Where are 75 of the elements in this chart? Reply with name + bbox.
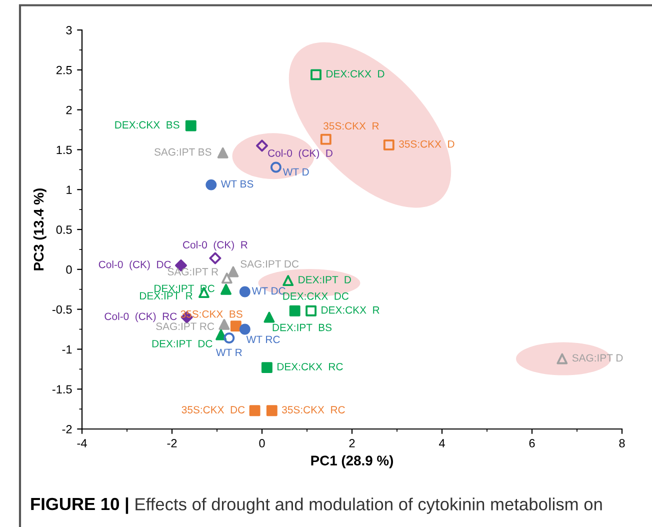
point (217, 147, 228, 158)
series-label: 35S:CKX D (399, 140, 454, 148)
series-label: 35S:CKX R (324, 122, 379, 130)
point (239, 286, 250, 298)
series-label: DEX:CKX RC (278, 362, 343, 370)
point (383, 139, 394, 150)
y-tick-label: -1 (62, 345, 72, 354)
series-label: WT RC (246, 336, 280, 344)
series-label: SAG:IPT BS (154, 148, 212, 156)
y-tick-label: 0 (66, 265, 72, 274)
series-label: DEX:IPT R (140, 292, 192, 300)
series-label: SAG:IPT D (572, 354, 623, 362)
x-tick-label: -2 (167, 439, 177, 448)
y-tick-label: 0.5 (56, 226, 72, 234)
series-label: 35S:CKX DC (182, 406, 245, 414)
x-tick-label: 0 (259, 439, 265, 448)
y-tick-label: -1.5 (52, 385, 72, 394)
series-label: WT BS (220, 180, 254, 188)
y-tick-label: 3 (66, 26, 72, 34)
point (221, 272, 232, 284)
series-label: DEX:CKX R (322, 306, 380, 314)
x-tick-label: -4 (77, 439, 87, 448)
point (306, 305, 317, 316)
series-label: Col-0 (CK) D (268, 149, 332, 159)
point (216, 329, 227, 340)
series-label: SAG:IPT DC (240, 260, 299, 268)
x-tick-label: 6 (529, 439, 535, 448)
point (261, 362, 272, 374)
point (270, 162, 282, 173)
point (266, 405, 278, 416)
x-axis-title: PC1 (28.9 %) (311, 455, 393, 468)
point (310, 69, 322, 80)
point (206, 179, 217, 190)
point (320, 134, 332, 145)
x-tick-label: 4 (438, 439, 445, 448)
point (282, 275, 294, 286)
y-tick-label: -0.5 (52, 305, 72, 314)
point (230, 320, 242, 332)
series-label: DEX:CKX BS (115, 121, 180, 129)
point (264, 312, 275, 323)
point (256, 140, 268, 152)
series-label: SAG:IPT R (168, 268, 218, 276)
point (556, 353, 568, 364)
series-label: 35S:CKX RC (282, 406, 345, 414)
y-axis-title: PC3 (13.4 %) (33, 188, 46, 270)
point (224, 332, 235, 344)
series-label: DEX:IPT DC (152, 340, 212, 348)
series-label: DEX:IPT BS (272, 324, 332, 332)
series-label: Col-0 (CK) RC (104, 312, 177, 322)
point (218, 318, 230, 330)
series-label: DEX:IPT D (298, 276, 351, 284)
y-tick-label: -2 (62, 425, 72, 434)
series-label: SAG:IPT RC (156, 322, 214, 330)
y-tick-label: 1 (66, 186, 72, 194)
point (209, 252, 222, 264)
series-label: DEX:CKX D (326, 70, 384, 78)
point (239, 324, 250, 335)
series-label: WT DC (252, 287, 286, 295)
point (249, 405, 260, 416)
series-label: DEX:CKX DC (283, 292, 349, 300)
x-tick-label: 8 (619, 439, 625, 448)
y-tick-label: 1.5 (56, 146, 72, 154)
point (185, 120, 196, 132)
series-label: WT D (282, 168, 309, 176)
point (220, 284, 232, 295)
caption: FIGURE 10 | (31, 497, 128, 514)
y-tick-label: 2 (66, 106, 72, 114)
series-label: Col-0 (CK) R (183, 240, 248, 251)
series-label: Col-0 (CK) DC (98, 260, 171, 270)
point (289, 305, 300, 316)
y-tick-label: 2.5 (56, 66, 72, 74)
text: Effects of drought and modulation of cytokinin metabolism on (136, 498, 602, 514)
series-label: WT R (216, 348, 242, 356)
x-tick-label: 2 (349, 439, 355, 448)
point (228, 266, 239, 278)
